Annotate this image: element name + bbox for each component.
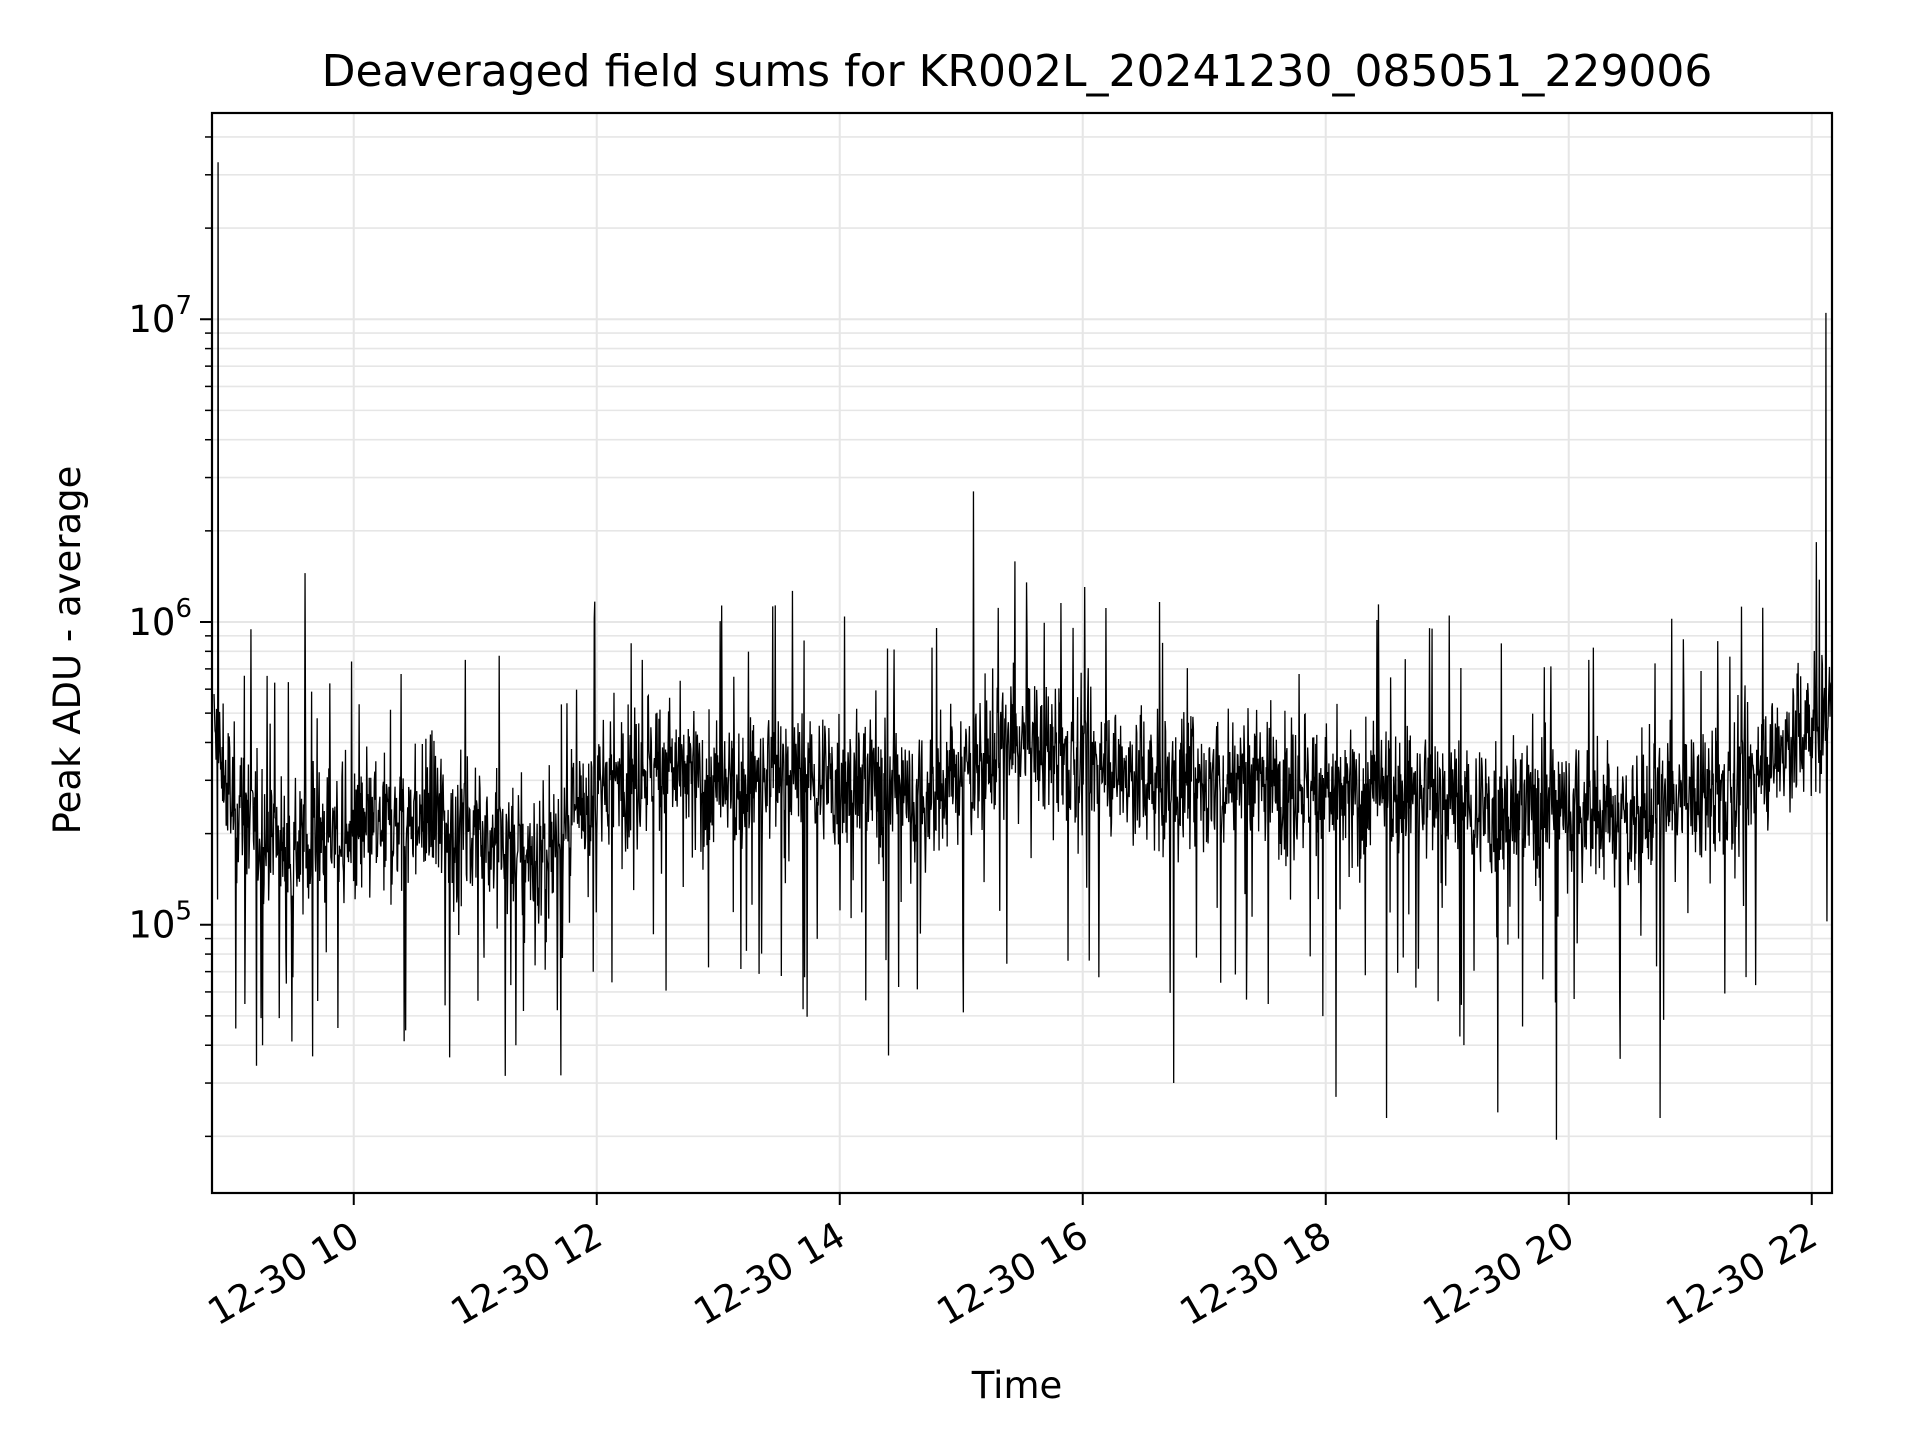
- y-axis-label: Peak ADU - average: [46, 466, 89, 835]
- y-tick-exponent: 5: [175, 897, 192, 927]
- y-tick-base: 10: [128, 298, 175, 341]
- series-line: [213, 162, 1833, 1140]
- y-tick-label: 106: [128, 594, 192, 644]
- axes-frame: [210, 111, 1834, 1195]
- y-tick-base: 10: [128, 904, 175, 947]
- y-tick-label: 107: [128, 291, 192, 341]
- y-tick-label: 105: [128, 897, 192, 947]
- chart-title: Deaveraged field sums for KR002L_2024123…: [322, 46, 1713, 97]
- y-tick-base: 10: [128, 601, 175, 644]
- y-tick-exponent: 7: [175, 291, 192, 321]
- x-axis-label: Time: [971, 1364, 1063, 1407]
- plot-area: [213, 162, 1833, 1140]
- y-tick-exponent: 6: [175, 594, 192, 624]
